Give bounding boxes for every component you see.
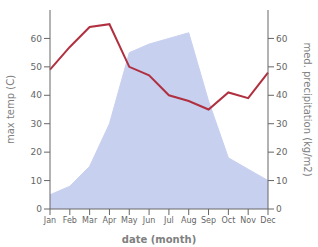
svg-text:0: 0 (276, 204, 282, 214)
svg-text:med. precipitation (kg/m2): med. precipitation (kg/m2) (302, 42, 310, 176)
svg-text:Aug: Aug (181, 216, 197, 225)
svg-text:Jun: Jun (142, 216, 156, 225)
svg-text:20: 20 (31, 147, 43, 157)
svg-text:Oct: Oct (221, 216, 235, 225)
svg-text:50: 50 (276, 62, 288, 72)
svg-text:Dec: Dec (260, 216, 275, 225)
svg-text:Sep: Sep (201, 216, 216, 225)
svg-text:May: May (121, 216, 138, 225)
svg-text:40: 40 (31, 90, 43, 100)
svg-text:20: 20 (276, 147, 288, 157)
svg-text:10: 10 (31, 176, 43, 186)
svg-text:date (month): date (month) (122, 234, 196, 245)
svg-text:Jul: Jul (163, 216, 174, 225)
svg-text:10: 10 (276, 176, 288, 186)
svg-text:Nov: Nov (240, 216, 256, 225)
svg-text:Jan: Jan (43, 216, 56, 225)
svg-text:50: 50 (31, 62, 43, 72)
svg-text:30: 30 (31, 119, 43, 129)
svg-text:30: 30 (276, 119, 288, 129)
svg-text:Feb: Feb (63, 216, 77, 225)
svg-text:0: 0 (36, 204, 42, 214)
svg-text:60: 60 (31, 34, 43, 44)
svg-text:60: 60 (276, 34, 288, 44)
svg-text:Apr: Apr (103, 216, 118, 225)
svg-text:max temp (C): max temp (C) (8, 75, 16, 144)
svg-text:40: 40 (276, 90, 288, 100)
svg-text:Mar: Mar (82, 216, 98, 225)
